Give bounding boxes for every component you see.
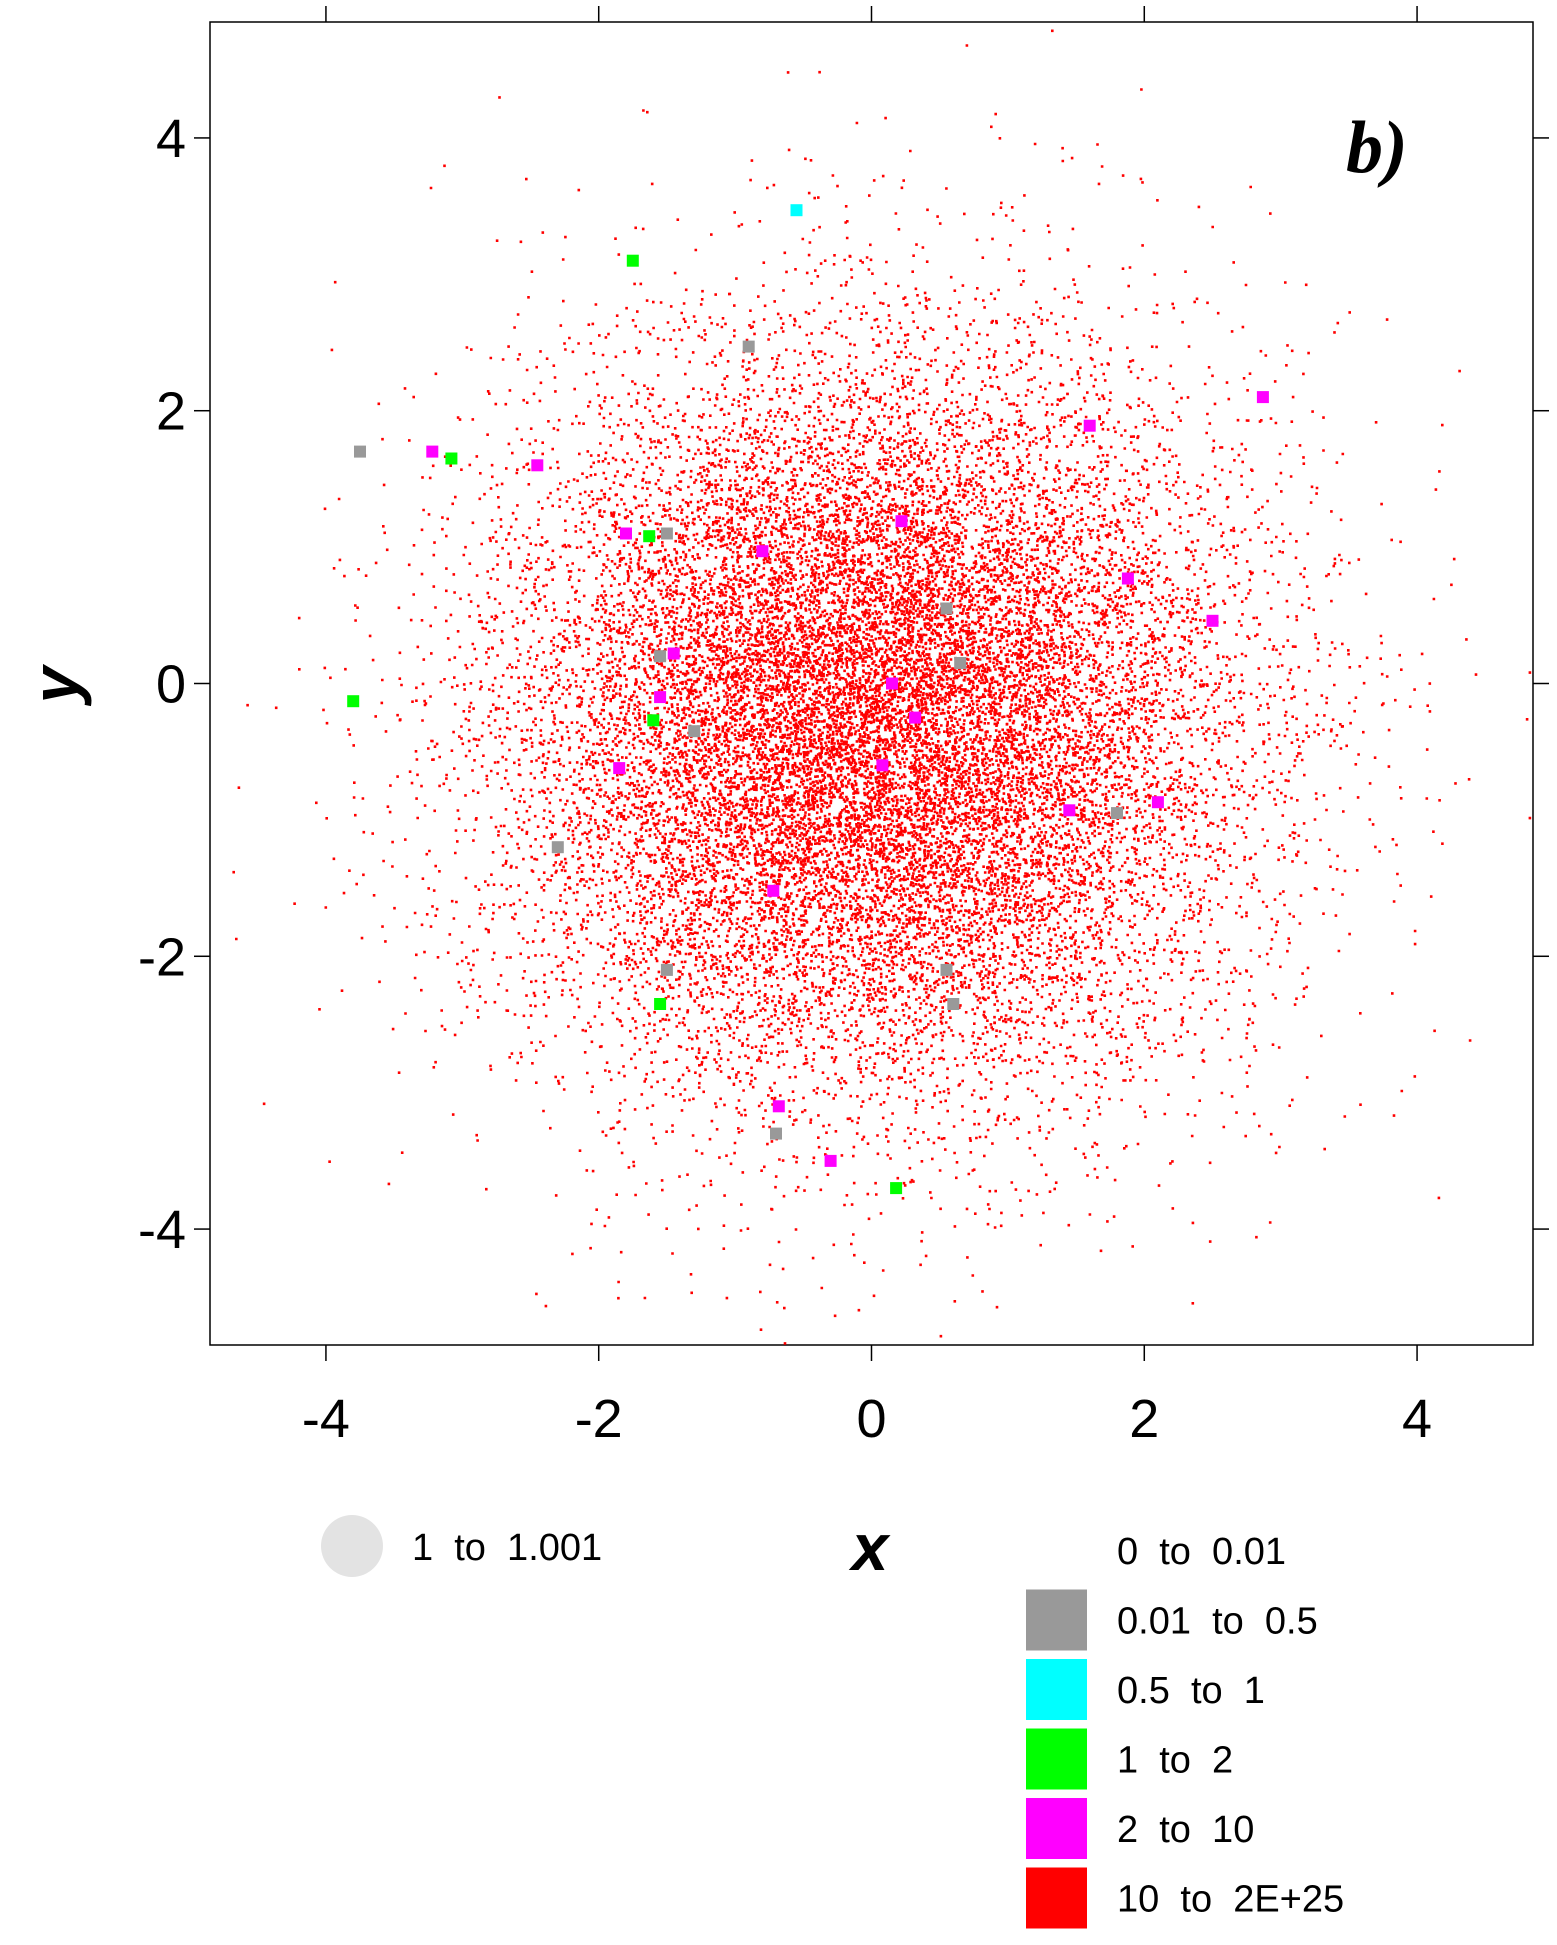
legend-label-5: 10 to 2E+25 xyxy=(1117,1879,1344,1921)
y-axis-title: y xyxy=(18,663,92,706)
y-tick-label-1: -2 xyxy=(138,927,186,987)
series-4-point-9 xyxy=(667,647,680,660)
series-1-point-10 xyxy=(947,998,960,1010)
series-1-point-8 xyxy=(660,963,673,976)
size-legend-marker xyxy=(321,1515,383,1577)
series-4-point-3 xyxy=(1083,419,1096,432)
series-3-point-1 xyxy=(445,452,458,465)
series-1-point-2 xyxy=(660,527,673,540)
legend-swatch-5 xyxy=(1026,1867,1087,1929)
series-4-point-14 xyxy=(876,759,889,772)
legend-label-3: 1 to 2 xyxy=(1117,1740,1233,1782)
series-1-point-7 xyxy=(551,841,564,854)
x-tick-label-1: -2 xyxy=(575,1389,623,1449)
series-3-point-6 xyxy=(890,1182,903,1195)
series-4-point-6 xyxy=(756,545,769,558)
x-axis-title: x xyxy=(849,1510,891,1584)
panel-label: b) xyxy=(1346,107,1408,189)
legend-swatch-2 xyxy=(1026,1659,1087,1720)
series-4-point-4 xyxy=(620,527,632,540)
series-1-point-11 xyxy=(770,1127,782,1140)
series-3-point-5 xyxy=(654,998,667,1010)
series-4-point-18 xyxy=(772,1100,785,1113)
series-1-point-5 xyxy=(654,650,667,663)
legend-swatch-4 xyxy=(1026,1798,1087,1859)
y-tick-label-4: 4 xyxy=(156,109,186,169)
series-4-point-11 xyxy=(654,691,667,704)
series-4-point-1 xyxy=(531,459,544,472)
series-markers xyxy=(347,204,1269,1195)
legend-label-0: 0 to 0.01 xyxy=(1117,1531,1286,1573)
x-tick-label-2: 0 xyxy=(856,1389,886,1449)
series-1-point-3 xyxy=(940,602,953,615)
series-1-point-12 xyxy=(1111,807,1123,820)
size-legend-label: 1 to 1.001 xyxy=(412,1527,602,1569)
x-tick-label-3: 2 xyxy=(1129,1389,1159,1449)
series-4-point-17 xyxy=(767,884,780,897)
series-4-point-5 xyxy=(895,515,908,528)
series-4-point-10 xyxy=(886,677,898,690)
series-4-point-0 xyxy=(426,445,439,458)
series-1-point-4 xyxy=(954,657,967,669)
series-3-point-4 xyxy=(647,714,660,727)
legend-swatch-3 xyxy=(1026,1728,1087,1790)
y-tick-label-3: 2 xyxy=(156,382,186,442)
legend-swatch-0 xyxy=(1026,1520,1087,1581)
axis-ticks: -4 -2 0 2 4 -4 -2 0 2 4 xyxy=(138,6,1549,1449)
series-1-point-9 xyxy=(940,963,953,976)
series-3-point-3 xyxy=(347,695,360,708)
y-tick-label-2: 0 xyxy=(156,655,186,715)
legend-swatch-1 xyxy=(1026,1589,1087,1651)
legend-label-2: 0.5 to 1 xyxy=(1117,1670,1265,1712)
series-3-point-2 xyxy=(643,530,656,543)
series-4-point-2 xyxy=(1256,391,1269,404)
series-4-point-7 xyxy=(1121,572,1134,585)
series-4-point-12 xyxy=(909,711,922,724)
legend: 1 to 1.001 0 to 0.01 0.01 to 0.5 0.5 to 1 1… xyxy=(321,1515,1344,1929)
y-tick-label-0: -4 xyxy=(138,1200,186,1260)
series-4-point-8 xyxy=(1206,614,1219,627)
series-1-point-6 xyxy=(688,725,701,738)
series-2-point-0 xyxy=(790,204,803,217)
series-1-point-0 xyxy=(354,445,366,458)
series-4-point-19 xyxy=(824,1154,837,1167)
series-3-point-0 xyxy=(626,254,639,267)
series-4-point-13 xyxy=(613,762,626,775)
series-4-point-16 xyxy=(1151,796,1164,809)
series-4-point-15 xyxy=(1063,804,1076,817)
x-tick-label-0: -4 xyxy=(302,1389,350,1449)
legend-label-4: 2 to 10 xyxy=(1117,1809,1254,1851)
series-1-point-1 xyxy=(742,340,755,353)
x-tick-label-4: 4 xyxy=(1402,1389,1432,1449)
legend-label-1: 0.01 to 0.5 xyxy=(1117,1601,1318,1643)
